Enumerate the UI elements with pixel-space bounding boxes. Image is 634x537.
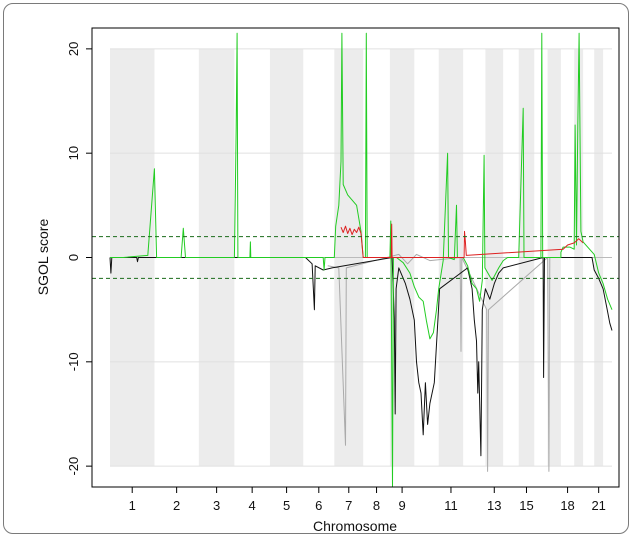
x-tick-label: 3 <box>213 498 220 513</box>
plot-box <box>91 27 620 488</box>
x-axis: 1 2 3 4 5 6 7 8 9 11 13 15 18 21 <box>129 487 606 513</box>
y-tick-label: 20 <box>66 42 81 56</box>
x-tick-label: 18 <box>560 498 574 513</box>
series-group <box>109 32 613 488</box>
x-tick-label: 2 <box>173 498 180 513</box>
x-tick-label: 5 <box>283 498 290 513</box>
y-axis-title: SGOL score <box>35 219 51 296</box>
x-axis-title: Chromosome <box>313 518 397 534</box>
series-line <box>110 32 613 488</box>
x-tick-label: 15 <box>519 498 533 513</box>
x-tick-label: 13 <box>487 498 501 513</box>
x-tick-label: 21 <box>591 498 605 513</box>
series-line <box>340 223 584 258</box>
x-tick-label: 1 <box>129 498 136 513</box>
y-tick-label: 0 <box>66 254 81 261</box>
x-tick-label: 6 <box>315 498 322 513</box>
x-tick-label: 11 <box>444 498 458 513</box>
x-tick-label: 4 <box>249 498 256 513</box>
x-tick-label: 8 <box>373 498 380 513</box>
y-tick-label: 10 <box>66 146 81 160</box>
x-tick-label: 7 <box>345 498 352 513</box>
y-tick-label: -10 <box>66 352 81 371</box>
series-line <box>109 257 613 457</box>
y-axis: -20 -10 0 10 20 <box>66 42 92 476</box>
x-tick-label: 9 <box>398 498 405 513</box>
y-tick-label: -20 <box>66 457 81 476</box>
threshold-lines <box>92 236 619 279</box>
